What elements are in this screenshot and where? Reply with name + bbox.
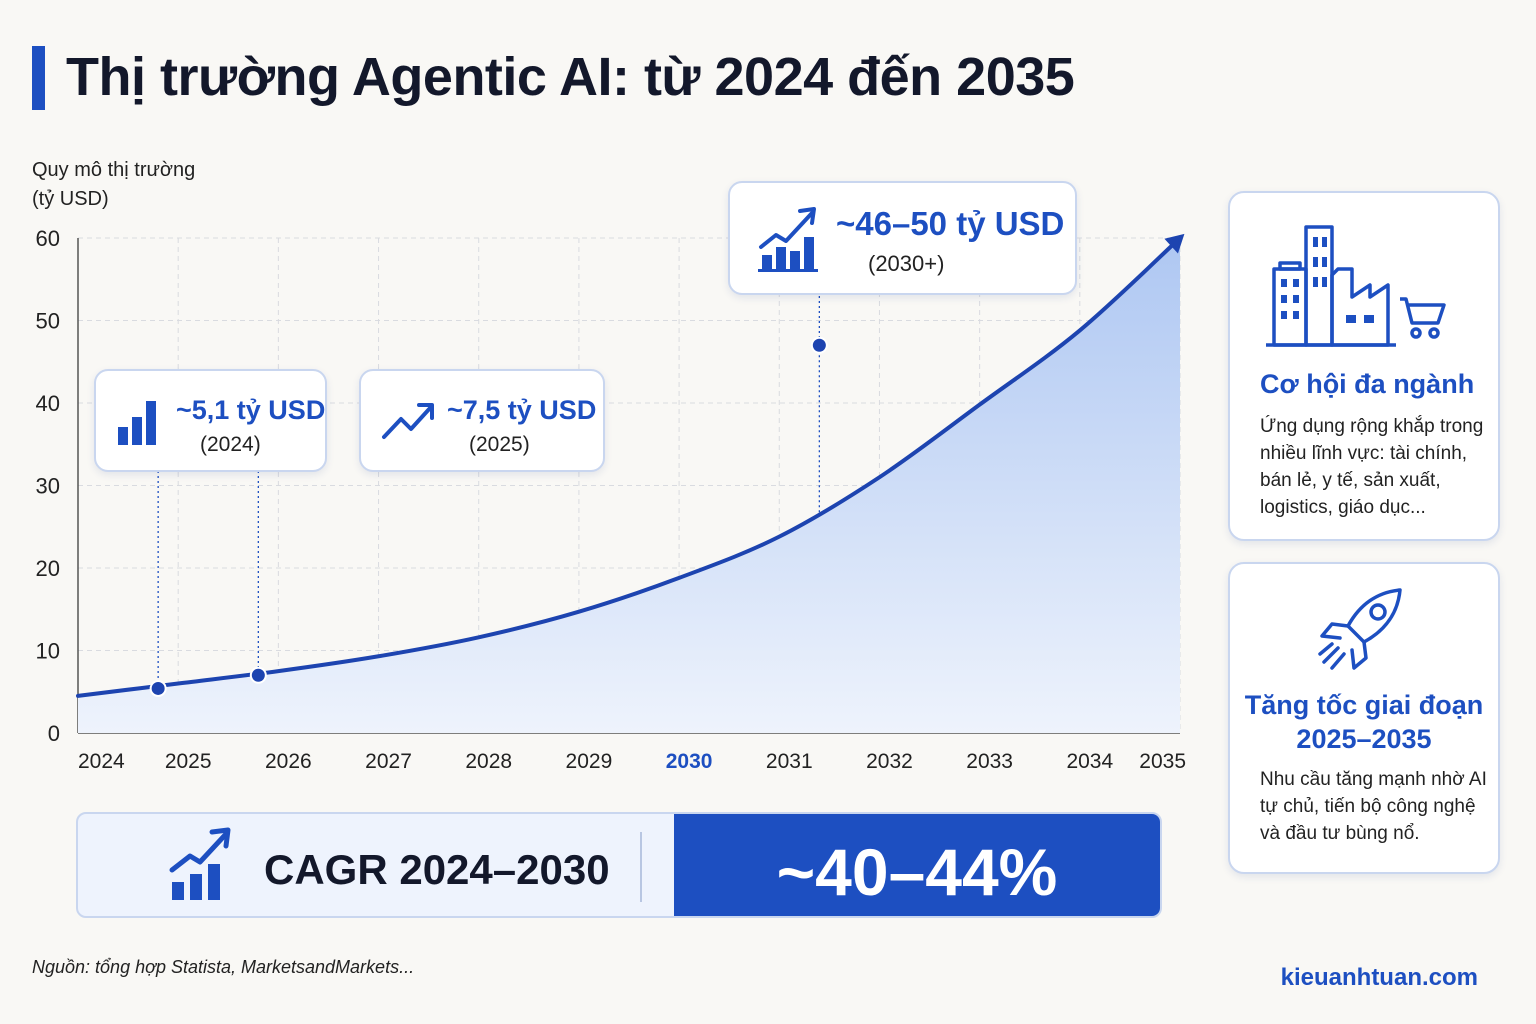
y-tick-label: 50: [36, 309, 60, 334]
y-tick-label: 60: [36, 226, 60, 251]
growth-chart-icon: [169, 827, 231, 900]
side-card-line: bán lẻ, y tế, sản xuất,: [1260, 470, 1441, 491]
y-axis-label-line: Quy mô thị trường: [32, 159, 196, 181]
chart-markers: [149, 296, 828, 697]
side-card-title: Cơ hội đa ngành: [1260, 369, 1475, 399]
series-arrow-head: [1164, 233, 1185, 254]
area-fill: [78, 238, 1180, 733]
side-card-line: nhiều lĩnh vực: tài chính,: [1260, 443, 1468, 464]
side-card-line: tự chủ, tiến bộ công nghệ: [1260, 796, 1476, 817]
x-tick-label: 2035: [1139, 750, 1186, 773]
x-tick-label: 2029: [566, 750, 613, 773]
x-tick-label: 2033: [966, 750, 1013, 773]
title-accent-bar: [32, 46, 45, 110]
annotation-period: (2024): [200, 433, 261, 456]
data-marker: [149, 679, 167, 697]
side-card-line: logistics, giáo dục...: [1260, 497, 1426, 518]
x-tick-label: 2028: [465, 750, 512, 773]
annotation-value: ~5,1 tỷ USD: [176, 395, 326, 425]
side-card-opportunity: Cơ hội đa ngành Ứng dụng rộng khắp trong…: [1228, 191, 1500, 541]
annotation-period: (2025): [469, 433, 530, 456]
growth-chart-icon: [758, 207, 818, 272]
x-tick-label: 2027: [365, 750, 412, 773]
annotation-period: (2030+): [868, 251, 945, 276]
site-link[interactable]: kieuanhtuan.com: [1280, 964, 1478, 991]
side-card-text: Ứng dụng rộng khắp trong nhiều lĩnh vực:…: [1260, 413, 1500, 521]
annotation-value: ~7,5 tỷ USD: [447, 395, 597, 425]
rocket-icon: [1318, 588, 1402, 670]
annotation-value: ~46–50 tỷ USD: [836, 205, 1065, 242]
y-tick-label: 30: [36, 474, 60, 499]
side-card-line: và đầu tư bùng nổ.: [1260, 823, 1420, 844]
x-tick-label: 2025: [165, 750, 212, 773]
cagr-banner: CAGR 2024–2030 ~40–44%: [76, 812, 1162, 918]
y-tick-label: 40: [36, 391, 60, 416]
data-marker: [810, 336, 828, 354]
bar-chart-icon: [118, 401, 156, 445]
y-axis-label-line: (tỷ USD): [32, 188, 109, 210]
y-tick-label: 20: [36, 556, 60, 581]
x-tick-label: 2026: [265, 750, 312, 773]
source-note: Nguồn: tổng hợp Statista, MarketsandMark…: [32, 957, 415, 977]
side-card-title-line: Tăng tốc giai đoạn: [1244, 690, 1484, 720]
series-line: [76, 236, 1182, 698]
chart-area: [76, 233, 1185, 733]
side-card-title: Tăng tốc giai đoạn 2025–2035: [1230, 688, 1498, 756]
x-tick-label: 2034: [1066, 750, 1113, 773]
x-tick-label: 2032: [866, 750, 913, 773]
side-card-acceleration: Tăng tốc giai đoạn 2025–2035 Nhu cầu tăn…: [1228, 562, 1500, 874]
side-card-title-line: 2025–2035: [1296, 724, 1432, 754]
data-marker: [249, 666, 267, 684]
y-tick-label: 10: [36, 639, 60, 664]
annotation-card-2025: ~7,5 tỷ USD (2025): [359, 369, 605, 472]
x-tick-label: 2030: [666, 750, 713, 773]
cagr-divider: [640, 832, 642, 902]
annotation-card-2024: ~5,1 tỷ USD (2024): [94, 369, 327, 472]
cagr-value-panel: ~40–44%: [674, 814, 1160, 916]
annotation-card-2030: ~46–50 tỷ USD (2030+): [728, 181, 1077, 295]
cagr-label-panel: CAGR 2024–2030: [78, 814, 674, 916]
side-card-line: Ứng dụng rộng khắp trong: [1260, 416, 1484, 437]
page-title: Thị trường Agentic AI: từ 2024 đến 2035: [66, 47, 1075, 107]
x-tick-label: 2024: [78, 750, 125, 773]
y-axis-label: Quy mô thị trường (tỷ USD): [32, 156, 272, 214]
industry-buildings-cart-icon: [1266, 225, 1446, 347]
cagr-value: ~40–44%: [776, 835, 1058, 909]
side-card-text: Nhu cầu tăng mạnh nhờ AI tự chủ, tiến bộ…: [1260, 766, 1500, 847]
x-tick-label: 2031: [766, 750, 813, 773]
side-card-line: Nhu cầu tăng mạnh nhờ AI: [1260, 769, 1487, 790]
y-tick-label: 0: [48, 721, 60, 746]
cagr-label: CAGR 2024–2030: [264, 846, 610, 893]
trend-up-icon: [382, 403, 434, 439]
